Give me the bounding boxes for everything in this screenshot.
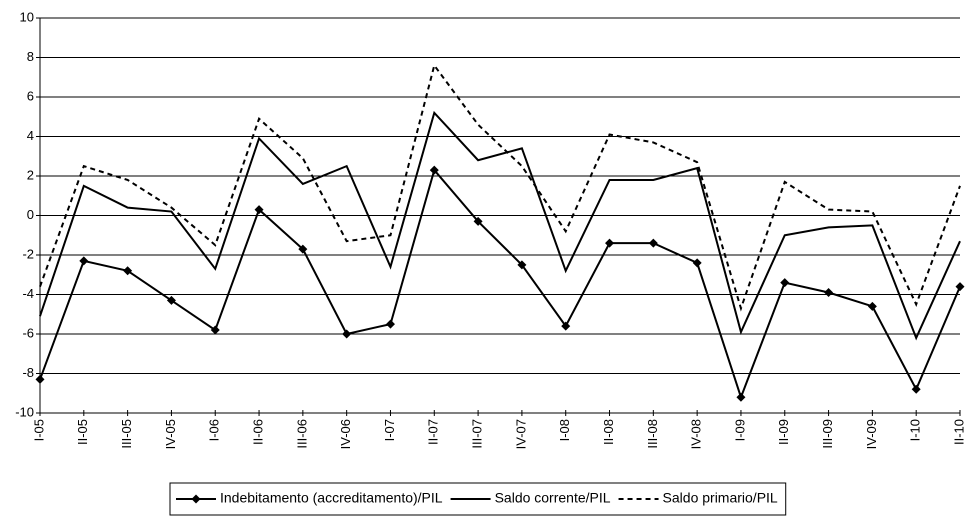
legend-label: Indebitamento (accreditamento)/PIL	[220, 490, 443, 506]
data-point	[429, 165, 439, 175]
y-tick-label: 8	[27, 49, 34, 64]
data-point	[123, 266, 133, 276]
data-point	[35, 374, 45, 384]
series-line	[39, 63, 961, 312]
y-tick-label: 4	[27, 128, 34, 143]
x-tick-label: IV-08	[689, 419, 704, 449]
y-tick-label: 0	[27, 207, 34, 222]
data-point	[780, 278, 790, 288]
x-tick-label: I-08	[557, 419, 572, 441]
data-point	[692, 258, 702, 268]
x-tick-label: II-06	[250, 419, 265, 445]
x-tick-label: II-09	[776, 419, 791, 445]
data-point	[561, 321, 571, 331]
x-tick-label: IV-07	[513, 419, 528, 449]
data-point	[605, 238, 615, 248]
x-tick-label: IV-05	[163, 419, 178, 449]
x-tick-label: II-08	[601, 419, 616, 445]
x-tick-label: II-07	[426, 419, 441, 445]
x-tick-label: IV-06	[338, 419, 353, 449]
x-tick-label: I-10	[908, 419, 923, 441]
data-point	[955, 282, 965, 292]
y-tick-label: -10	[15, 404, 34, 419]
data-point	[824, 288, 834, 298]
data-point	[298, 244, 308, 254]
legend-label: Saldo primario/PIL	[663, 490, 778, 506]
data-point	[473, 216, 483, 226]
y-tick-label: -8	[22, 365, 34, 380]
y-tick-label: 10	[20, 9, 34, 24]
legend-marker	[191, 494, 201, 504]
legend-label: Saldo corrente/PIL	[495, 490, 611, 506]
x-tick-label: III-09	[820, 419, 835, 449]
data-point	[79, 256, 89, 266]
x-tick-label: III-08	[645, 419, 660, 449]
y-tick-label: -4	[22, 286, 34, 301]
data-point	[385, 319, 395, 329]
y-tick-label: -6	[22, 325, 34, 340]
series-line	[39, 110, 961, 341]
data-point	[517, 260, 527, 270]
series-line	[39, 168, 961, 401]
x-tick-label: I-07	[382, 419, 397, 441]
data-point	[342, 329, 352, 339]
data-point	[254, 205, 264, 215]
data-point	[648, 238, 658, 248]
x-tick-label: IV-09	[864, 419, 879, 449]
x-tick-label: III-05	[119, 419, 134, 449]
data-point	[867, 301, 877, 311]
y-tick-label: -2	[22, 246, 34, 261]
y-tick-label: 6	[27, 88, 34, 103]
data-point	[911, 384, 921, 394]
data-point	[166, 295, 176, 305]
x-tick-label: I-05	[31, 419, 46, 441]
x-tick-label: III-06	[294, 419, 309, 449]
x-tick-label: II-10	[951, 419, 966, 445]
x-tick-label: I-09	[732, 419, 747, 441]
x-tick-label: II-05	[75, 419, 90, 445]
y-tick-label: 2	[27, 167, 34, 182]
x-tick-label: III-07	[470, 419, 485, 449]
data-point	[736, 392, 746, 402]
data-point	[210, 325, 220, 335]
x-tick-label: I-06	[207, 419, 222, 441]
